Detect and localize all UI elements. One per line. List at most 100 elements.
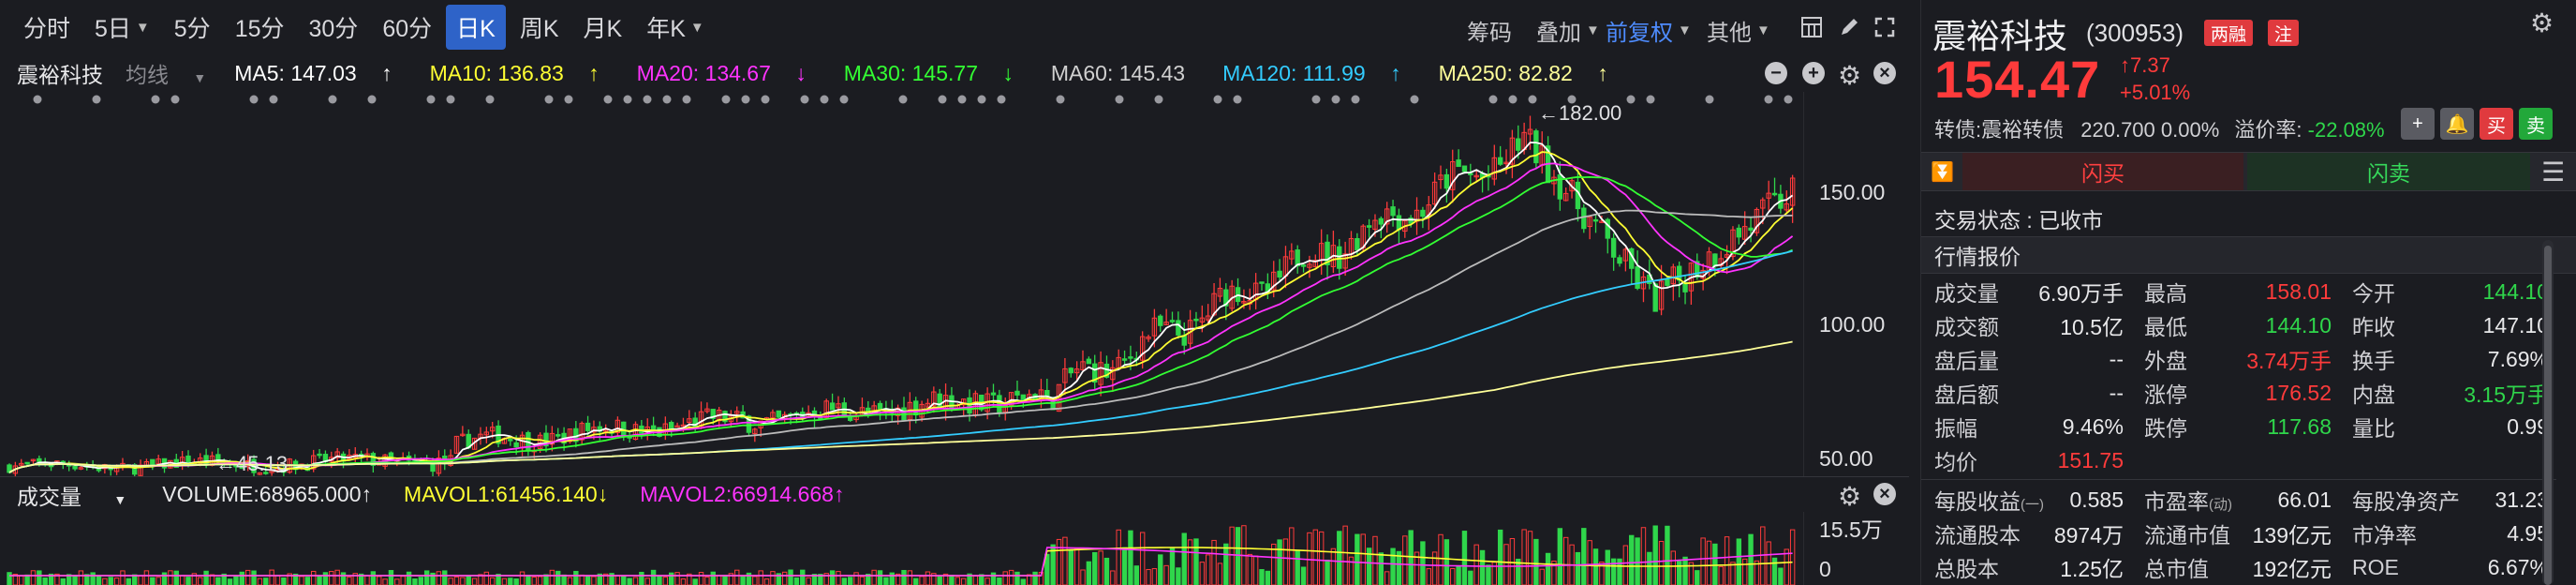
- volume-bar: [1103, 557, 1110, 585]
- candle-body: [490, 427, 496, 432]
- flash-buy-button[interactable]: 闪买: [1962, 153, 2243, 190]
- volume-bar: [1635, 537, 1640, 585]
- volume-bar: [1557, 528, 1563, 585]
- settings-gear-icon[interactable]: ⚙: [1838, 61, 1862, 90]
- chips-button[interactable]: 筹码: [1467, 14, 1512, 47]
- volume-bar: [1676, 561, 1682, 585]
- event-marker: [957, 95, 967, 104]
- volume-bar: [1516, 558, 1521, 585]
- alert-bell-button[interactable]: 🔔: [2440, 108, 2474, 140]
- volume-bar: [1575, 551, 1581, 585]
- volume-chart[interactable]: [0, 512, 1803, 585]
- volume-bar: [579, 574, 585, 585]
- candle-body: [1635, 266, 1640, 290]
- flash-sell-button[interactable]: 闪卖: [2247, 153, 2530, 190]
- candle-body: [150, 458, 155, 465]
- candle-body: [1080, 361, 1086, 371]
- menu-icon[interactable]: ☰: [2541, 158, 2566, 187]
- volume-bar: [1163, 564, 1169, 585]
- volume-bar: [531, 577, 537, 585]
- quote-label: 跌停: [2144, 416, 2187, 441]
- stock-name-label: 震裕科技: [17, 63, 103, 87]
- volume-bar: [877, 570, 883, 585]
- volume-bar: [1330, 548, 1337, 585]
- candle-body: [72, 465, 78, 470]
- candle-body: [585, 422, 591, 431]
- tab-30min[interactable]: 30分: [299, 5, 369, 50]
- settings-gear-icon[interactable]: ⚙: [1838, 482, 1862, 511]
- tab-fenshi[interactable]: 分时: [13, 5, 81, 50]
- volume-bar: [1629, 534, 1635, 585]
- volume-bar: [704, 577, 710, 585]
- volume-bar: [1605, 549, 1610, 585]
- candle-body: [1652, 283, 1658, 312]
- close-icon[interactable]: ×: [1873, 62, 1896, 84]
- buy-button[interactable]: 买: [2480, 108, 2513, 140]
- volume-bar: [1020, 578, 1027, 585]
- volume-bar: [1158, 554, 1163, 585]
- ma250-value: MA250: 82.82 ↑: [1439, 61, 1627, 86]
- price-tick: 150.00: [1819, 180, 1886, 204]
- event-marker: [170, 95, 180, 104]
- candle-body: [1592, 218, 1599, 222]
- quote-row: 均价 151.75: [1921, 443, 2556, 477]
- volume-bar: [24, 574, 30, 585]
- volume-bar: [1116, 529, 1121, 585]
- volume-bar: [1169, 548, 1176, 585]
- volume-bar: [555, 570, 561, 585]
- ma-selector[interactable]: 均线 ▼: [126, 57, 225, 89]
- tab-15min[interactable]: 15分: [225, 5, 295, 50]
- add-icon[interactable]: +: [1802, 62, 1825, 84]
- candle-body: [1742, 226, 1748, 240]
- tab-monthly-k[interactable]: 月K: [573, 5, 633, 50]
- volume-bar: [37, 570, 42, 585]
- volume-bar: [1718, 565, 1724, 585]
- fullscreen-icon[interactable]: [1873, 16, 1896, 43]
- scrollbar-thumb[interactable]: [2544, 246, 2552, 585]
- volume-bar: [442, 570, 448, 585]
- adjust-button[interactable]: 前复权 ▼: [1606, 14, 1692, 47]
- volume-bar: [1610, 558, 1617, 585]
- tab-weekly-k[interactable]: 周K: [510, 5, 570, 50]
- sell-button[interactable]: 卖: [2519, 108, 2553, 140]
- ma10-line: [8, 151, 1794, 473]
- candle-body: [1008, 392, 1014, 406]
- tab-60min[interactable]: 60分: [372, 5, 442, 50]
- volume-bar: [561, 574, 567, 585]
- event-marker: [328, 95, 337, 104]
- volume-bar: [1086, 561, 1092, 585]
- candle-body: [567, 428, 573, 442]
- candlestick-chart[interactable]: ←182.00 ←45.13: [0, 92, 1803, 476]
- minimize-icon[interactable]: −: [1765, 62, 1787, 84]
- close-icon[interactable]: ×: [1873, 483, 1896, 505]
- volume-bar: [997, 578, 1002, 585]
- settings-gear-icon[interactable]: ⚙: [2530, 8, 2554, 38]
- tab-5day[interactable]: 5日 ▼: [84, 5, 160, 50]
- financial-cell: 总市值 192亿元: [2131, 551, 2339, 583]
- volume-bar: [818, 574, 823, 585]
- tab-daily-k[interactable]: 日K: [446, 5, 506, 50]
- candle-body: [848, 416, 853, 421]
- volume-bar: [132, 574, 138, 585]
- volume-bar: [400, 576, 406, 585]
- volume-bar: [340, 572, 347, 585]
- expand-down-icon[interactable]: ⏬: [1931, 162, 1954, 183]
- volume-bar: [1342, 525, 1348, 585]
- volume-bar: [1652, 525, 1658, 585]
- quote-label: 均价: [1934, 450, 1977, 474]
- tab-yearly-k[interactable]: 年K ▼: [636, 5, 715, 50]
- other-button[interactable]: 其他 ▼: [1707, 14, 1770, 47]
- draw-pen-icon[interactable]: [1838, 16, 1860, 43]
- add-watchlist-button[interactable]: +: [2401, 108, 2435, 140]
- layout-grid-icon[interactable]: [1800, 16, 1823, 43]
- overlay-button[interactable]: 叠加 ▼: [1536, 14, 1600, 47]
- volume-bar: [1468, 570, 1473, 585]
- quote-label: 振幅: [1934, 416, 1977, 441]
- tab-5min[interactable]: 5分: [164, 5, 221, 50]
- event-marker: [1233, 95, 1242, 104]
- financial-value: 6.67%: [2487, 554, 2549, 579]
- candle-body: [1587, 217, 1592, 228]
- volume-selector[interactable]: 成交量 ▼: [17, 479, 153, 511]
- price-tick: 100.00: [1819, 312, 1886, 337]
- volume-bar: [1348, 556, 1355, 585]
